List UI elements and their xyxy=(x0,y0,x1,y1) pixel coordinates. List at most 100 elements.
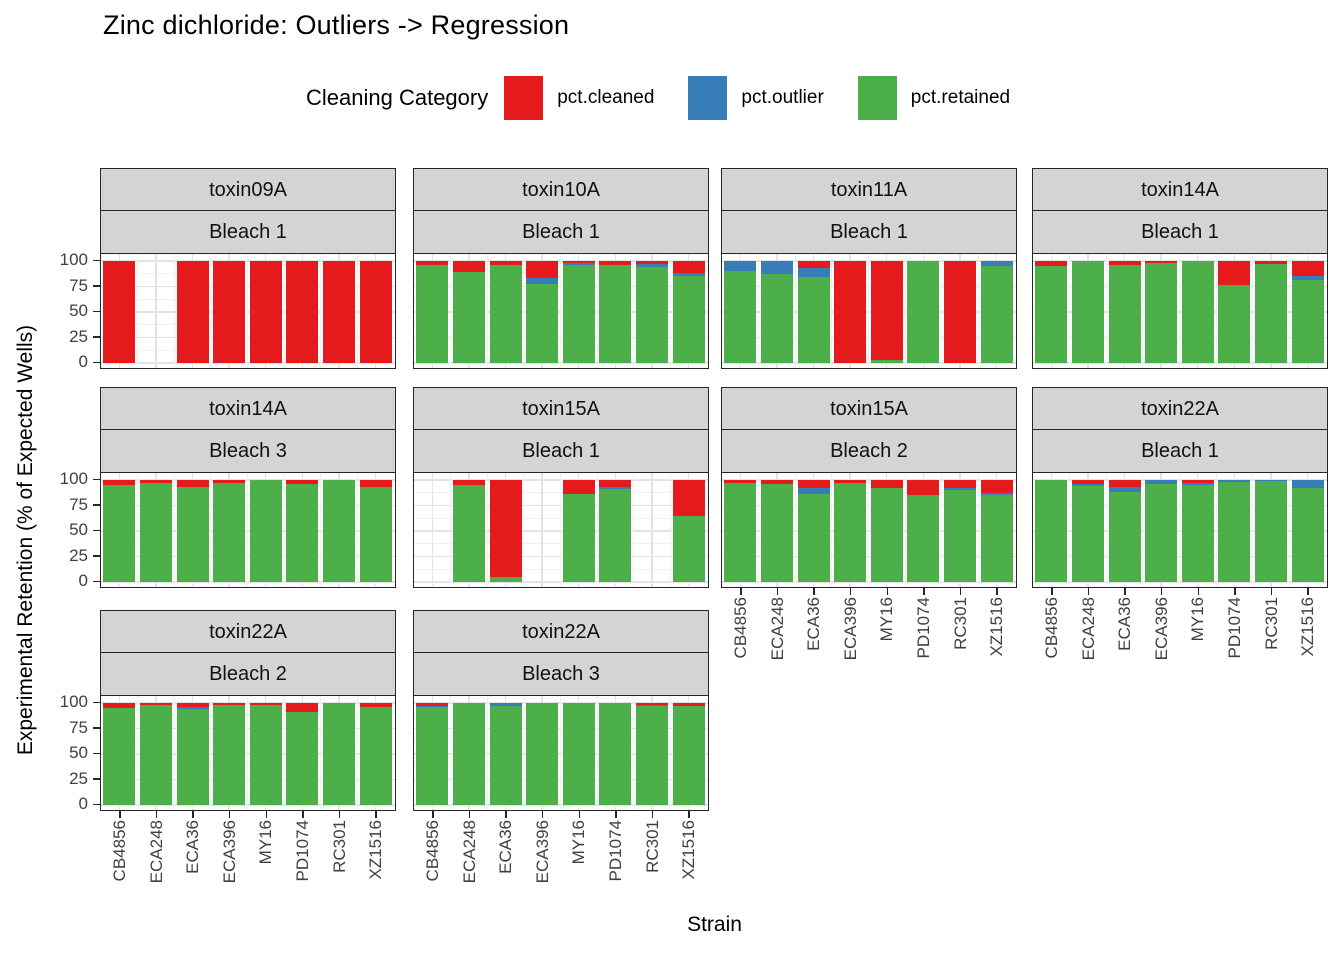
legend-item-outlier: pct.outlier xyxy=(688,76,824,120)
bar-ECA396 xyxy=(834,261,867,363)
bar-XZ1516 xyxy=(672,480,705,582)
gridline-y-minor xyxy=(414,543,708,545)
bar-RC301 xyxy=(943,261,976,363)
bar-segment-cleaned xyxy=(286,261,319,363)
bar-segment-cleaned xyxy=(907,480,940,496)
y-tick-label: 75 xyxy=(69,494,88,514)
gridline-x-minor xyxy=(356,473,358,587)
gridline-y-major xyxy=(1033,581,1327,583)
bar-ECA396 xyxy=(213,261,246,363)
gridline-x-minor xyxy=(941,254,943,368)
bar-segment-retained xyxy=(760,274,793,363)
bar-segment-retained xyxy=(672,276,705,363)
gridline-y-major xyxy=(414,753,708,755)
bar-segment-retained xyxy=(1218,285,1251,363)
bar-ECA36 xyxy=(489,703,522,805)
gridline-x-minor xyxy=(210,696,212,810)
gridline-y-major xyxy=(101,727,395,730)
facet-strip-toxin: toxin22A xyxy=(100,610,396,654)
gridline-x-minor xyxy=(486,696,488,810)
y-tick-label: 0 xyxy=(78,352,88,372)
facet-toxin22A-bleach1: toxin22A Bleach 1 CB4856 ECA248 ECA36 ECA396 M… xyxy=(1032,387,1328,660)
bar-segment-outlier xyxy=(1254,480,1287,482)
gridline-x-minor xyxy=(669,473,671,587)
facet-strip-bleach: Bleach 1 xyxy=(100,210,396,255)
gridline-x-minor xyxy=(831,473,833,587)
gridline-x-minor xyxy=(1069,254,1071,368)
y-tick-label: 50 xyxy=(69,301,88,321)
gridline-y-minor xyxy=(101,791,395,793)
facet-strip-toxin: toxin10A xyxy=(413,168,709,212)
x-tick-label: CB4856 xyxy=(1041,597,1061,659)
bar-segment-cleaned xyxy=(870,480,903,489)
bar-segment-retained xyxy=(1254,481,1287,582)
y-tick-label: 25 xyxy=(69,545,88,565)
gridline-y-major xyxy=(1033,311,1327,313)
gridline-y-minor xyxy=(101,568,395,570)
gridline-x-minor xyxy=(173,696,175,810)
x-tick xyxy=(541,811,544,818)
x-tick-label: MY16 xyxy=(256,820,276,865)
gridline-x-minor xyxy=(904,473,906,587)
facet-strip-toxin: toxin14A xyxy=(1032,168,1328,212)
x-tick-label: MY16 xyxy=(877,597,897,642)
facet-panel xyxy=(721,253,1017,369)
facet-strip-bleach: Bleach 1 xyxy=(413,429,709,474)
gridline-y-minor xyxy=(414,715,708,717)
facet-strip-bleach: Bleach 2 xyxy=(100,652,396,697)
bar-ECA396 xyxy=(1145,480,1178,582)
bar-segment-outlier xyxy=(1291,276,1324,281)
gridline-x-minor xyxy=(137,254,139,368)
gridline-x-minor xyxy=(246,254,248,368)
x-tick xyxy=(1307,588,1309,595)
x-tick-label: MY16 xyxy=(1188,597,1208,642)
gridline-x-minor xyxy=(283,696,285,810)
bar-segment-cleaned xyxy=(452,261,485,273)
bar-ECA396 xyxy=(526,261,559,363)
gridline-y-major xyxy=(722,285,1016,288)
bar-PD1074 xyxy=(907,261,940,363)
x-tick xyxy=(192,811,194,818)
bar-segment-cleaned xyxy=(1145,261,1178,264)
bar-segment-retained xyxy=(834,483,867,582)
facet-panel xyxy=(100,695,396,811)
gridline-x-minor xyxy=(523,254,525,368)
gridline-x-minor xyxy=(794,473,796,587)
gridline-y-minor xyxy=(722,349,1016,351)
bar-segment-retained xyxy=(213,705,246,805)
bar-segment-cleaned xyxy=(286,480,319,485)
gridline-x-minor xyxy=(1142,473,1144,587)
bar-segment-retained xyxy=(599,489,632,582)
bar-CB4856 xyxy=(416,703,449,805)
bar-segment-retained xyxy=(1181,485,1214,582)
x-tick xyxy=(1124,588,1126,595)
gridline-x-minor xyxy=(320,696,322,810)
gridline-x-minor xyxy=(1215,473,1217,587)
gridline-y-major xyxy=(101,362,395,364)
gridline-y-major xyxy=(101,702,395,704)
bar-segment-retained xyxy=(943,490,976,582)
bar-segment-cleaned xyxy=(103,480,136,486)
gridline-y-minor xyxy=(722,517,1016,519)
gridline-y-major xyxy=(722,362,1016,364)
bar-segment-retained xyxy=(760,484,793,582)
bar-XZ1516 xyxy=(980,261,1013,363)
bar-segment-cleaned xyxy=(139,480,172,484)
gridline-y-major xyxy=(101,479,395,481)
gridline-y-minor xyxy=(101,766,395,768)
bar-segment-retained xyxy=(562,703,595,805)
x-tick xyxy=(849,588,852,595)
gridline-x-minor xyxy=(669,254,671,368)
gridline-y-minor xyxy=(414,568,708,570)
y-tick xyxy=(93,529,100,532)
gridline-x-major xyxy=(541,473,543,587)
legend-items: pct.cleaned pct.outlier pct.retained xyxy=(504,76,1044,120)
bar-segment-cleaned xyxy=(359,261,392,363)
bar-segment-outlier xyxy=(635,264,668,268)
bar-CB4856 xyxy=(103,703,136,805)
facet-panel xyxy=(1032,253,1328,369)
bar-segment-outlier xyxy=(635,705,668,707)
bar-segment-cleaned xyxy=(834,480,867,484)
y-tick-label: 100 xyxy=(59,469,88,489)
gridline-y-minor xyxy=(414,740,708,742)
